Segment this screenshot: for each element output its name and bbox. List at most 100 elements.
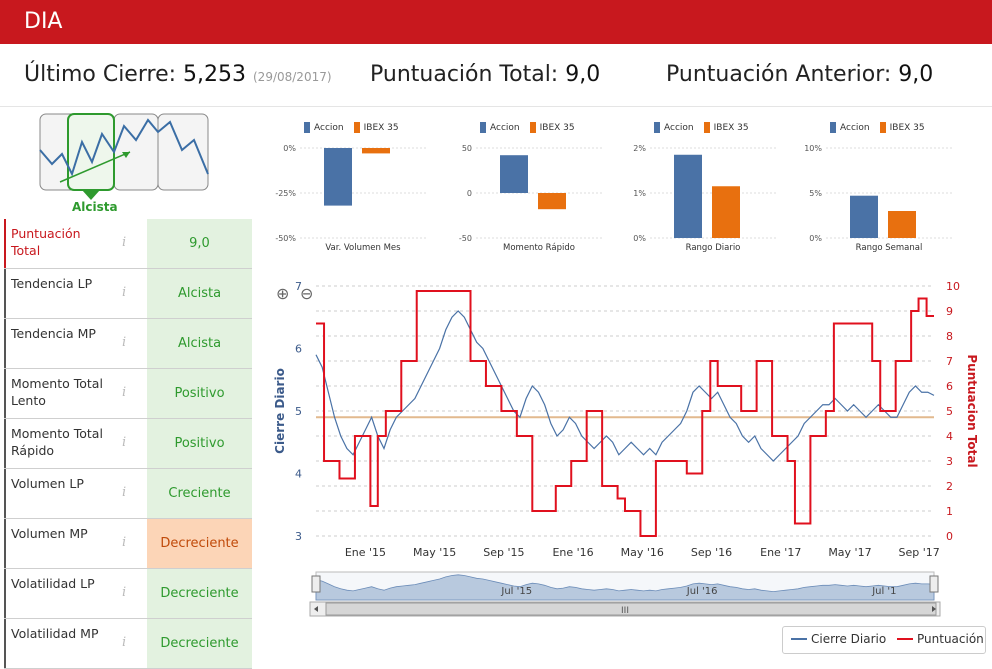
y2-tick-label: 3 — [946, 455, 953, 468]
legend-swatch — [529, 122, 536, 133]
score-row-label: Volatilidad LP — [4, 569, 147, 618]
info-icon[interactable]: i — [122, 435, 127, 450]
mini-legend: Accion IBEX 35 — [304, 122, 409, 133]
score-row-label: Momento Total Lento — [4, 369, 147, 418]
info-icon[interactable]: i — [122, 385, 127, 400]
bar-ibex[interactable] — [712, 186, 740, 238]
bar-accion[interactable] — [850, 195, 878, 238]
scroll-left-icon[interactable] — [314, 606, 318, 612]
info-icon[interactable]: i — [122, 235, 127, 250]
legend-label[interactable]: Accion — [840, 123, 870, 133]
score-row-label: Puntuación Total — [4, 219, 147, 268]
trend-box-bajista-2[interactable] — [157, 113, 209, 191]
y2-tick-label: 7 — [946, 355, 953, 368]
y2-tick-label: 4 — [946, 430, 953, 443]
x-tick-label: Ene '15 — [345, 546, 386, 559]
legend-puntuacion[interactable]: Puntuación — [917, 632, 984, 646]
y-tick-label: 6 — [295, 343, 302, 356]
score-row-label: Volatilidad MP — [4, 619, 147, 668]
bar-accion[interactable] — [674, 154, 702, 238]
score-row-label: Momento Total Rápido — [4, 419, 147, 468]
y-tick-label: 1% — [633, 189, 646, 198]
score-row: Puntuación Total i 9,0 — [4, 219, 252, 269]
y2-tick-label: 0 — [946, 530, 953, 543]
y-tick-label: 3 — [295, 530, 302, 543]
legend-label[interactable]: IBEX 35 — [363, 123, 399, 133]
info-icon[interactable]: i — [122, 285, 127, 300]
y-tick-label: 7 — [295, 280, 302, 293]
legend-cierre-swatch — [791, 638, 807, 640]
y-tick-label: 5% — [809, 189, 822, 198]
x-tick-label: May '16 — [621, 546, 664, 559]
score-row-value: Creciente — [147, 469, 252, 518]
last-close: Último Cierre: 5,253 (29/08/2017) — [24, 62, 332, 87]
score-row-label: Volumen MP — [4, 519, 147, 568]
y2-tick-label: 10 — [946, 280, 960, 293]
series-puntuacion[interactable] — [316, 290, 934, 537]
x-tick-label: May '17 — [828, 546, 871, 559]
mini-chart: 2% 1% 0% Rango Diario — [633, 144, 776, 253]
score-row: Momento Total Lento i Positivo — [4, 369, 252, 419]
mini-chart-title: Rango Diario — [686, 243, 741, 253]
y-tick-label: 0 — [467, 189, 472, 198]
x-tick-label: Sep '16 — [691, 546, 732, 559]
y-axis-title: Cierre Diario — [273, 368, 287, 454]
score-row-value: Decreciente — [147, 569, 252, 618]
bar-ibex[interactable] — [538, 193, 566, 210]
navigator-scroll-thumb[interactable] — [325, 602, 937, 616]
mini-chart: 10% 5% 0% Rango Semanal — [804, 144, 952, 253]
x-tick-label: Sep '17 — [899, 546, 940, 559]
score-row-value: Positivo — [147, 369, 252, 418]
legend-swatch — [304, 122, 310, 133]
trend-selector[interactable] — [38, 112, 212, 216]
y-tick-label: 10% — [804, 144, 822, 153]
info-icon[interactable]: i — [122, 485, 127, 500]
legend-swatch — [353, 122, 360, 133]
info-icon[interactable]: i — [122, 585, 127, 600]
bar-accion[interactable] — [500, 155, 528, 193]
x-tick-label: Sep '15 — [483, 546, 524, 559]
legend-label[interactable]: IBEX 35 — [713, 123, 749, 133]
stock-title: DIA — [24, 9, 63, 34]
score-row: Tendencia LP i Alcista — [4, 269, 252, 319]
info-icon[interactable]: i — [122, 535, 127, 550]
mini-chart-title: Rango Semanal — [856, 243, 923, 253]
trend-arrow-head-icon — [122, 152, 130, 158]
y-tick-label: 2% — [633, 144, 646, 153]
y2-tick-label: 1 — [946, 505, 953, 518]
y2-tick-label: 5 — [946, 405, 953, 418]
y2-tick-label: 8 — [946, 330, 953, 343]
score-row-value: Alcista — [147, 269, 252, 318]
info-icon[interactable]: i — [122, 635, 127, 650]
score-row-value: Decreciente — [147, 519, 252, 568]
navigator-tick-label: Jul '1 — [871, 586, 896, 597]
legend-label[interactable]: Accion — [664, 123, 694, 133]
divider — [0, 106, 992, 107]
bar-ibex[interactable] — [362, 148, 390, 154]
trend-box-alcista[interactable] — [67, 113, 115, 191]
score-row: Volumen MP i Decreciente — [4, 519, 252, 569]
scroll-right-icon[interactable] — [932, 606, 936, 612]
bar-accion[interactable] — [324, 148, 352, 206]
legend-label[interactable]: Accion — [490, 123, 520, 133]
legend-cierre[interactable]: Cierre Diario — [811, 632, 887, 646]
x-tick-label: Ene '16 — [552, 546, 593, 559]
y-tick-label: -25% — [275, 189, 296, 198]
zoom-out-icon[interactable]: ⊖ — [300, 284, 314, 303]
legend-label[interactable]: IBEX 35 — [889, 123, 925, 133]
zoom-in-icon[interactable]: ⊕ — [276, 284, 290, 303]
info-icon[interactable]: i — [122, 335, 127, 350]
app-header: DIA — [0, 0, 992, 44]
bar-ibex[interactable] — [888, 211, 916, 238]
score-row-value: Positivo — [147, 419, 252, 468]
navigator-handle-right[interactable] — [929, 575, 939, 593]
legend-swatch — [703, 122, 710, 133]
prev-score-label: Puntuación Anterior: — [666, 62, 892, 87]
navigator-handle-left[interactable] — [311, 575, 321, 593]
y2-tick-label: 6 — [946, 380, 953, 393]
legend-label[interactable]: IBEX 35 — [539, 123, 575, 133]
legend-label[interactable]: Accion — [314, 123, 344, 133]
series-cierre-diario[interactable] — [315, 310, 935, 462]
score-row: Volumen LP i Creciente — [4, 469, 252, 519]
navigator-scroll-grip: III — [621, 606, 629, 616]
